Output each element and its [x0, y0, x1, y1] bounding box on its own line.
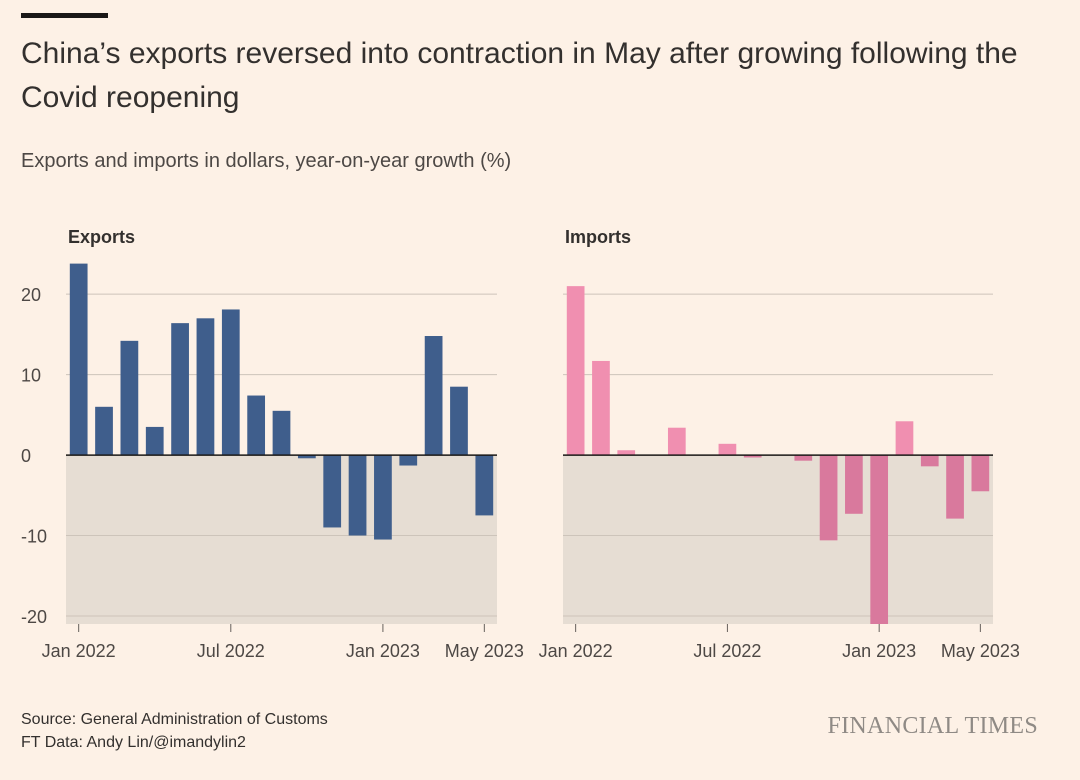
imports-bar-oct-2022: [794, 455, 813, 461]
top-accent-bar: [21, 13, 108, 18]
imports-x-tick-label: Jan 2022: [539, 641, 613, 661]
exports-bar-feb-2023: [399, 455, 418, 466]
exports-bar-jun-2022: [196, 318, 215, 456]
exports-bar-mar-2022: [120, 340, 139, 456]
exports-bar-may-2023: [475, 455, 494, 516]
chart-subtitle: Exports and imports in dollars, year-on-…: [21, 150, 512, 172]
imports-bar-feb-2023: [895, 421, 914, 456]
y-tick-label: -20: [21, 607, 47, 627]
exports-negative-band: [66, 455, 497, 624]
ft-logo: FINANCIAL TIMES: [827, 713, 1038, 739]
imports-bar-jul-2022: [718, 443, 737, 456]
imports-bar-apr-2023: [946, 455, 964, 519]
exports-bar-feb-2022: [95, 406, 113, 456]
exports-bar-apr-2023: [450, 386, 468, 456]
source-line: Source: General Administration of Custom…: [21, 711, 328, 728]
imports-negative-band: [563, 455, 993, 624]
exports-bar-nov-2022: [323, 455, 342, 528]
exports-x-tick-label: Jul 2022: [197, 641, 265, 661]
imports-bar-may-2022: [667, 427, 686, 456]
y-tick-label: -10: [21, 527, 47, 547]
exports-bar-jan-2022: [69, 263, 88, 456]
exports-bar-aug-2022: [247, 395, 266, 456]
credit-line: FT Data: Andy Lin/@imandylin2: [21, 734, 246, 751]
y-tick-label: 20: [21, 285, 41, 305]
imports-bar-mar-2023: [920, 455, 939, 467]
exports-bar-jan-2023: [374, 455, 392, 540]
imports-bar-mar-2022: [617, 450, 636, 456]
imports-bar-may-2023: [971, 455, 990, 492]
imports-bar-dec-2022: [845, 455, 863, 514]
exports-bar-apr-2022: [145, 426, 164, 456]
exports-bar-oct-2022: [297, 455, 316, 459]
imports-x-tick-label: Jan 2023: [842, 641, 916, 661]
exports-panel-title: Exports: [68, 227, 136, 247]
exports-x-tick-label: May 2023: [445, 641, 524, 661]
imports-bar-jan-2023: [870, 455, 889, 624]
imports-bar-aug-2022: [743, 455, 762, 458]
exports-bar-jul-2022: [221, 309, 240, 456]
exports-x-tick-label: Jan 2022: [42, 641, 116, 661]
exports-bar-mar-2023: [424, 336, 443, 456]
imports-panel-title: Imports: [565, 227, 632, 247]
imports-x-tick-label: Jul 2022: [693, 641, 761, 661]
y-tick-label: 10: [21, 366, 41, 386]
y-tick-label: 0: [21, 446, 31, 466]
exports-x-tick-label: Jan 2023: [346, 641, 420, 661]
imports-x-tick-label: May 2023: [941, 641, 1020, 661]
imports-bar-jan-2022: [566, 286, 585, 456]
imports-bar-nov-2022: [819, 455, 838, 541]
exports-bar-dec-2022: [348, 455, 367, 536]
exports-bar-sep-2022: [272, 410, 291, 456]
imports-bar-feb-2022: [592, 360, 610, 456]
exports-bar-may-2022: [171, 323, 189, 456]
source-note: Source: General Administration of Custom…: [21, 708, 328, 754]
chart-title: China’s exports reversed into contractio…: [21, 37, 1018, 114]
